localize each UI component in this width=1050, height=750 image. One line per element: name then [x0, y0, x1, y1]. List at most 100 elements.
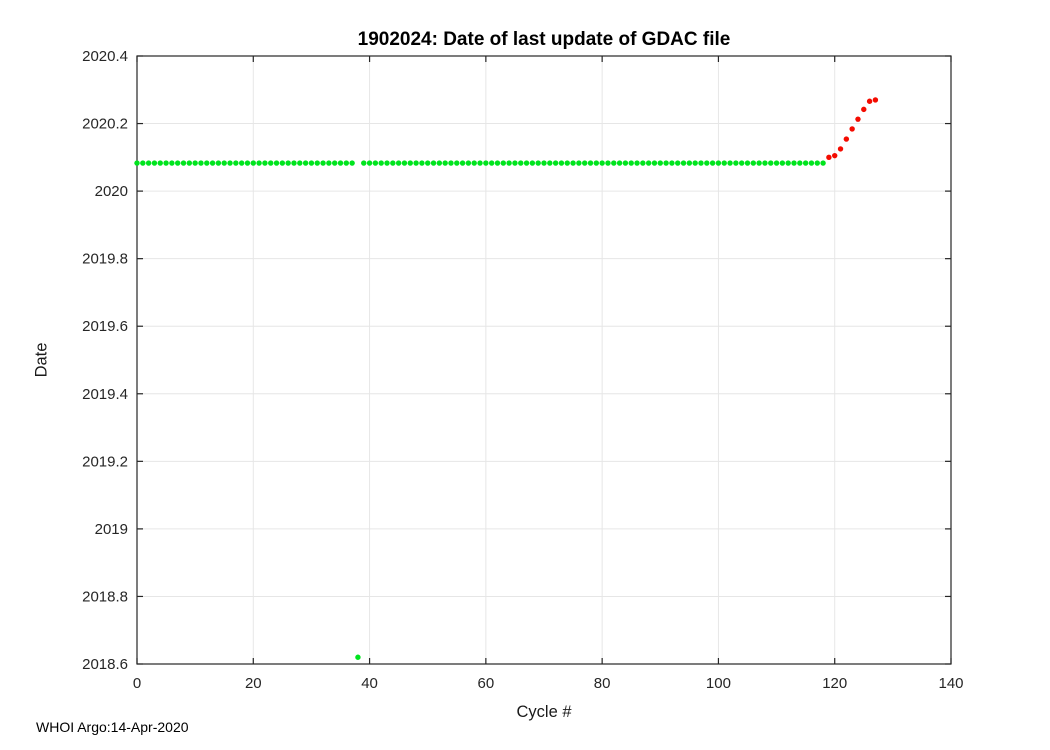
green-data-point — [471, 160, 477, 166]
green-data-point — [238, 160, 245, 166]
green-data-point — [512, 160, 518, 166]
green-data-point — [814, 160, 820, 166]
green-data-point — [518, 160, 524, 166]
green-data-point — [279, 160, 286, 166]
green-data-point — [773, 160, 780, 166]
x-tick-label: 100 — [706, 675, 731, 692]
red-data-point — [866, 98, 873, 104]
green-data-point — [744, 160, 751, 166]
watermark-text: WHOI Argo:14-Apr-2020 — [36, 719, 189, 735]
x-tick-label: 20 — [245, 675, 262, 692]
green-data-point — [593, 160, 600, 166]
green-data-point — [657, 160, 663, 166]
green-data-point — [733, 160, 739, 166]
green-data-point — [140, 160, 146, 166]
green-data-point — [634, 160, 640, 166]
x-tick-label: 40 — [361, 675, 378, 692]
green-data-point — [256, 160, 262, 166]
green-data-point — [523, 160, 530, 166]
y-axis-label: Date — [32, 342, 51, 378]
green-data-point — [250, 160, 256, 166]
green-data-point — [442, 160, 448, 166]
green-data-point — [361, 160, 367, 166]
red-data-point — [837, 146, 844, 152]
green-data-point — [669, 160, 675, 166]
red-data-point — [832, 152, 838, 159]
green-data-point — [233, 160, 239, 166]
y-tick-label: 2020 — [95, 183, 128, 200]
green-data-point — [151, 160, 158, 166]
green-data-point — [558, 160, 565, 166]
green-data-point — [343, 160, 350, 166]
red-data-point — [855, 116, 861, 122]
green-data-point — [244, 160, 251, 166]
green-data-point — [378, 160, 384, 166]
green-data-point — [541, 160, 547, 166]
green-data-point — [564, 160, 570, 166]
green-data-point — [704, 160, 710, 166]
green-data-point — [390, 160, 396, 166]
green-data-point — [308, 160, 315, 166]
red-data-point — [861, 106, 867, 113]
green-data-point — [134, 160, 140, 166]
y-tick-label: 2020.2 — [82, 116, 128, 133]
green-data-point — [680, 160, 687, 166]
green-data-point — [436, 160, 443, 166]
green-data-point — [686, 160, 693, 166]
green-data-point — [349, 160, 355, 166]
green-data-point — [611, 160, 617, 166]
green-data-point — [268, 160, 274, 166]
green-data-point — [587, 160, 594, 166]
green-data-point — [285, 160, 291, 166]
green-data-point — [616, 160, 623, 166]
green-data-point — [500, 160, 506, 166]
green-data-point — [645, 160, 652, 166]
green-data-point — [291, 160, 297, 166]
green-data-point — [675, 160, 681, 166]
green-data-point — [204, 160, 210, 166]
y-tick-label: 2019.2 — [82, 453, 128, 470]
green-data-point — [320, 160, 326, 166]
green-data-point — [762, 160, 768, 166]
green-data-point — [605, 160, 611, 166]
green-data-point — [302, 160, 309, 166]
green-data-point — [425, 160, 431, 166]
green-data-point — [430, 160, 437, 166]
green-data-point — [459, 160, 466, 166]
green-data-point — [768, 160, 774, 166]
x-tick-label: 60 — [478, 675, 495, 692]
green-data-point — [791, 160, 797, 166]
green-data-point — [779, 160, 786, 166]
green-data-point — [419, 160, 425, 166]
green-data-point — [157, 160, 163, 166]
green-data-point — [413, 160, 419, 166]
x-tick-label: 140 — [938, 675, 963, 692]
x-tick-label: 80 — [594, 675, 611, 692]
y-tick-label: 2020.4 — [82, 48, 128, 65]
green-data-point — [808, 160, 815, 166]
green-data-point — [582, 160, 588, 166]
green-data-point — [785, 160, 791, 166]
green-data-point — [262, 160, 268, 166]
green-data-point — [756, 160, 762, 166]
green-data-point — [337, 160, 344, 166]
green-data-point — [715, 160, 722, 166]
green-data-point — [355, 654, 361, 660]
green-data-point — [215, 160, 222, 166]
green-data-point — [314, 160, 320, 166]
green-data-point — [477, 160, 483, 166]
x-tick-label: 0 — [133, 675, 141, 692]
green-data-point — [663, 160, 669, 166]
green-data-point — [186, 160, 193, 166]
green-data-point — [640, 160, 646, 166]
green-data-point — [750, 160, 757, 166]
green-data-point — [366, 160, 373, 166]
green-data-point — [145, 160, 152, 166]
green-data-point — [709, 160, 716, 166]
green-data-point — [698, 160, 704, 166]
green-data-point — [692, 160, 698, 166]
green-data-point — [454, 160, 460, 166]
green-data-point — [297, 160, 303, 166]
green-data-point — [395, 160, 402, 166]
